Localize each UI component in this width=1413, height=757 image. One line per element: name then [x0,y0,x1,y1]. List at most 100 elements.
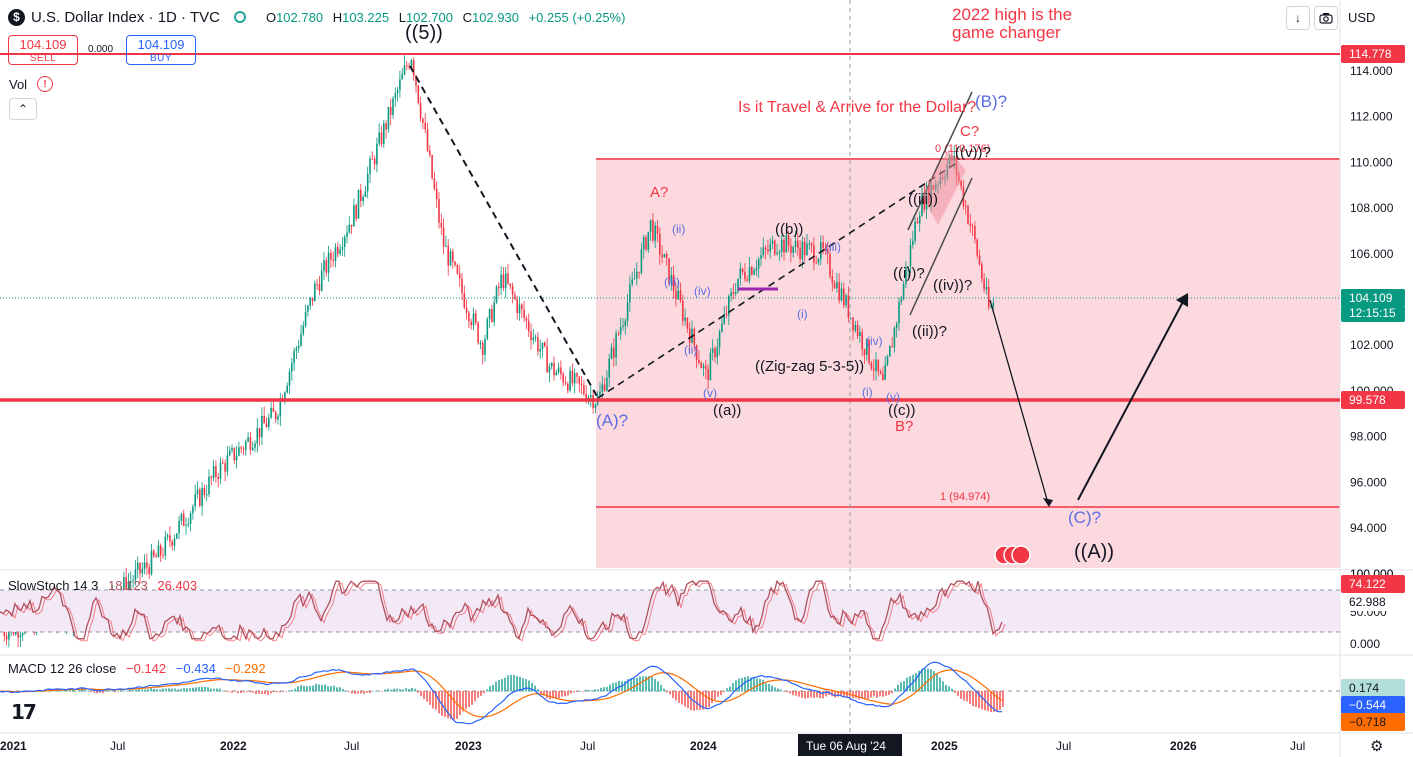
macd-hist-bar [498,680,500,692]
tradingview-logo[interactable]: 17 [11,700,37,724]
wave-a-label: ((a)) [713,402,741,419]
sell-button[interactable]: 104.109 SELL [8,35,78,65]
candle-body [817,259,820,263]
candle-body [741,268,744,272]
candle-body [668,258,670,284]
candle-body [560,367,562,375]
arrow-down-head [1043,498,1053,507]
stoch-d-tag-bg [1341,593,1405,611]
fib-zone-rect [596,158,1340,568]
macd-hist-bar [69,689,71,692]
chevron-up-icon[interactable]: ⌃ [9,98,37,120]
macd-signal-line [0,669,1003,718]
crosshair-date-label: Tue 06 Aug '24 [806,739,886,753]
time-tick: 2023 [455,739,482,753]
macd-hist-bar [180,688,182,692]
candle-body [709,352,712,381]
macd-hist-bar [93,691,95,693]
macd-hist-bar [345,690,347,692]
sub-iv-1: (iv) [694,284,711,298]
macd-hist-bar [540,691,542,694]
currency-select[interactable]: USD [1340,6,1406,28]
candle-body [732,292,735,294]
candle-body [967,206,969,224]
macd-hist-bar [78,689,80,692]
candle-body [974,226,976,240]
candle-body [725,313,728,316]
candle-body [219,462,222,479]
candle-body [240,447,242,449]
wave-i-label: ((i))? [893,265,925,282]
candle-body [238,447,240,456]
candle-body [546,346,548,373]
macd-hist-bar [423,691,425,700]
symbol-title[interactable]: U.S. Dollar Index · 1D · TVC [31,8,220,26]
macd-hist-bar [273,691,275,692]
macd-hist-bar [354,691,356,694]
candle-body [746,279,748,281]
candle-body [594,404,597,409]
macd-hist-bar [792,691,794,696]
macd-hist-bar [576,691,578,692]
sub-v-1: (v) [703,386,717,400]
wave-B-minor: B? [895,418,913,435]
macd-hist-bar [213,688,215,692]
candle-body [923,193,926,210]
candle-body [389,106,392,116]
candle-body [875,359,877,371]
volume-legend[interactable]: Vol ! [9,76,54,92]
candle-body [659,233,661,255]
macd-hist-bar [813,691,815,698]
dollar-icon: $ [8,8,25,26]
warning-icon[interactable]: ! [37,76,54,92]
gear-icon[interactable]: ⚙ [1370,738,1384,755]
candle-body [304,311,307,326]
candle-body [652,219,654,241]
candle-body [406,65,408,67]
macd-hist-bar [516,676,518,692]
macd-hist-bar [531,683,533,692]
candle-body [366,173,369,192]
candle-body [447,245,449,266]
candle-body [208,476,210,495]
macd-hist-bar [687,691,689,709]
candle-body [484,338,486,355]
download-icon[interactable]: ↓ [1286,6,1310,30]
candle-body [148,567,150,575]
camera-icon[interactable] [1314,6,1338,30]
candle-body [284,392,286,402]
macd-hist-bar [963,691,965,701]
macd-hist-bar [648,676,650,692]
macd-hist-bar [486,689,488,692]
macd-hist-bar [435,691,437,710]
macd-hist-bar [198,686,200,692]
candle-body [684,317,686,321]
candle-body [385,123,387,130]
macd-hist-bar [690,691,692,711]
macd-hist-bar [453,691,455,720]
slowstoch-legend[interactable]: SlowStoch 14 3 18.123 26.403 [8,578,197,593]
macd-hist-bar [159,689,161,692]
macd-hist-bar [993,691,995,712]
buy-button[interactable]: 104.109 BUY [126,35,196,65]
macd-legend[interactable]: MACD 12 26 close −0.142 −0.434 −0.292 [8,661,266,676]
macd-hist-bar [144,689,146,692]
candle-body [323,260,325,271]
macd-hist-bar [279,691,281,693]
candle-body [562,374,564,383]
macd-hist-bar [132,689,134,692]
macd-hist-bar [768,684,770,692]
macd-hist-bar [837,691,839,697]
macd-hist-bar [501,679,503,692]
candle-body [548,366,551,373]
candle-body [866,339,868,355]
question-note: Is it Travel & Arrive for the Dollar? [738,99,976,116]
candle-body [136,562,139,570]
wave-C-minor: C? [960,123,979,140]
macd-hist-bar [702,691,704,710]
candle-body [159,545,162,556]
time-tick: Jul [1056,739,1071,753]
candle-body [785,234,788,253]
candle-body [314,283,316,302]
